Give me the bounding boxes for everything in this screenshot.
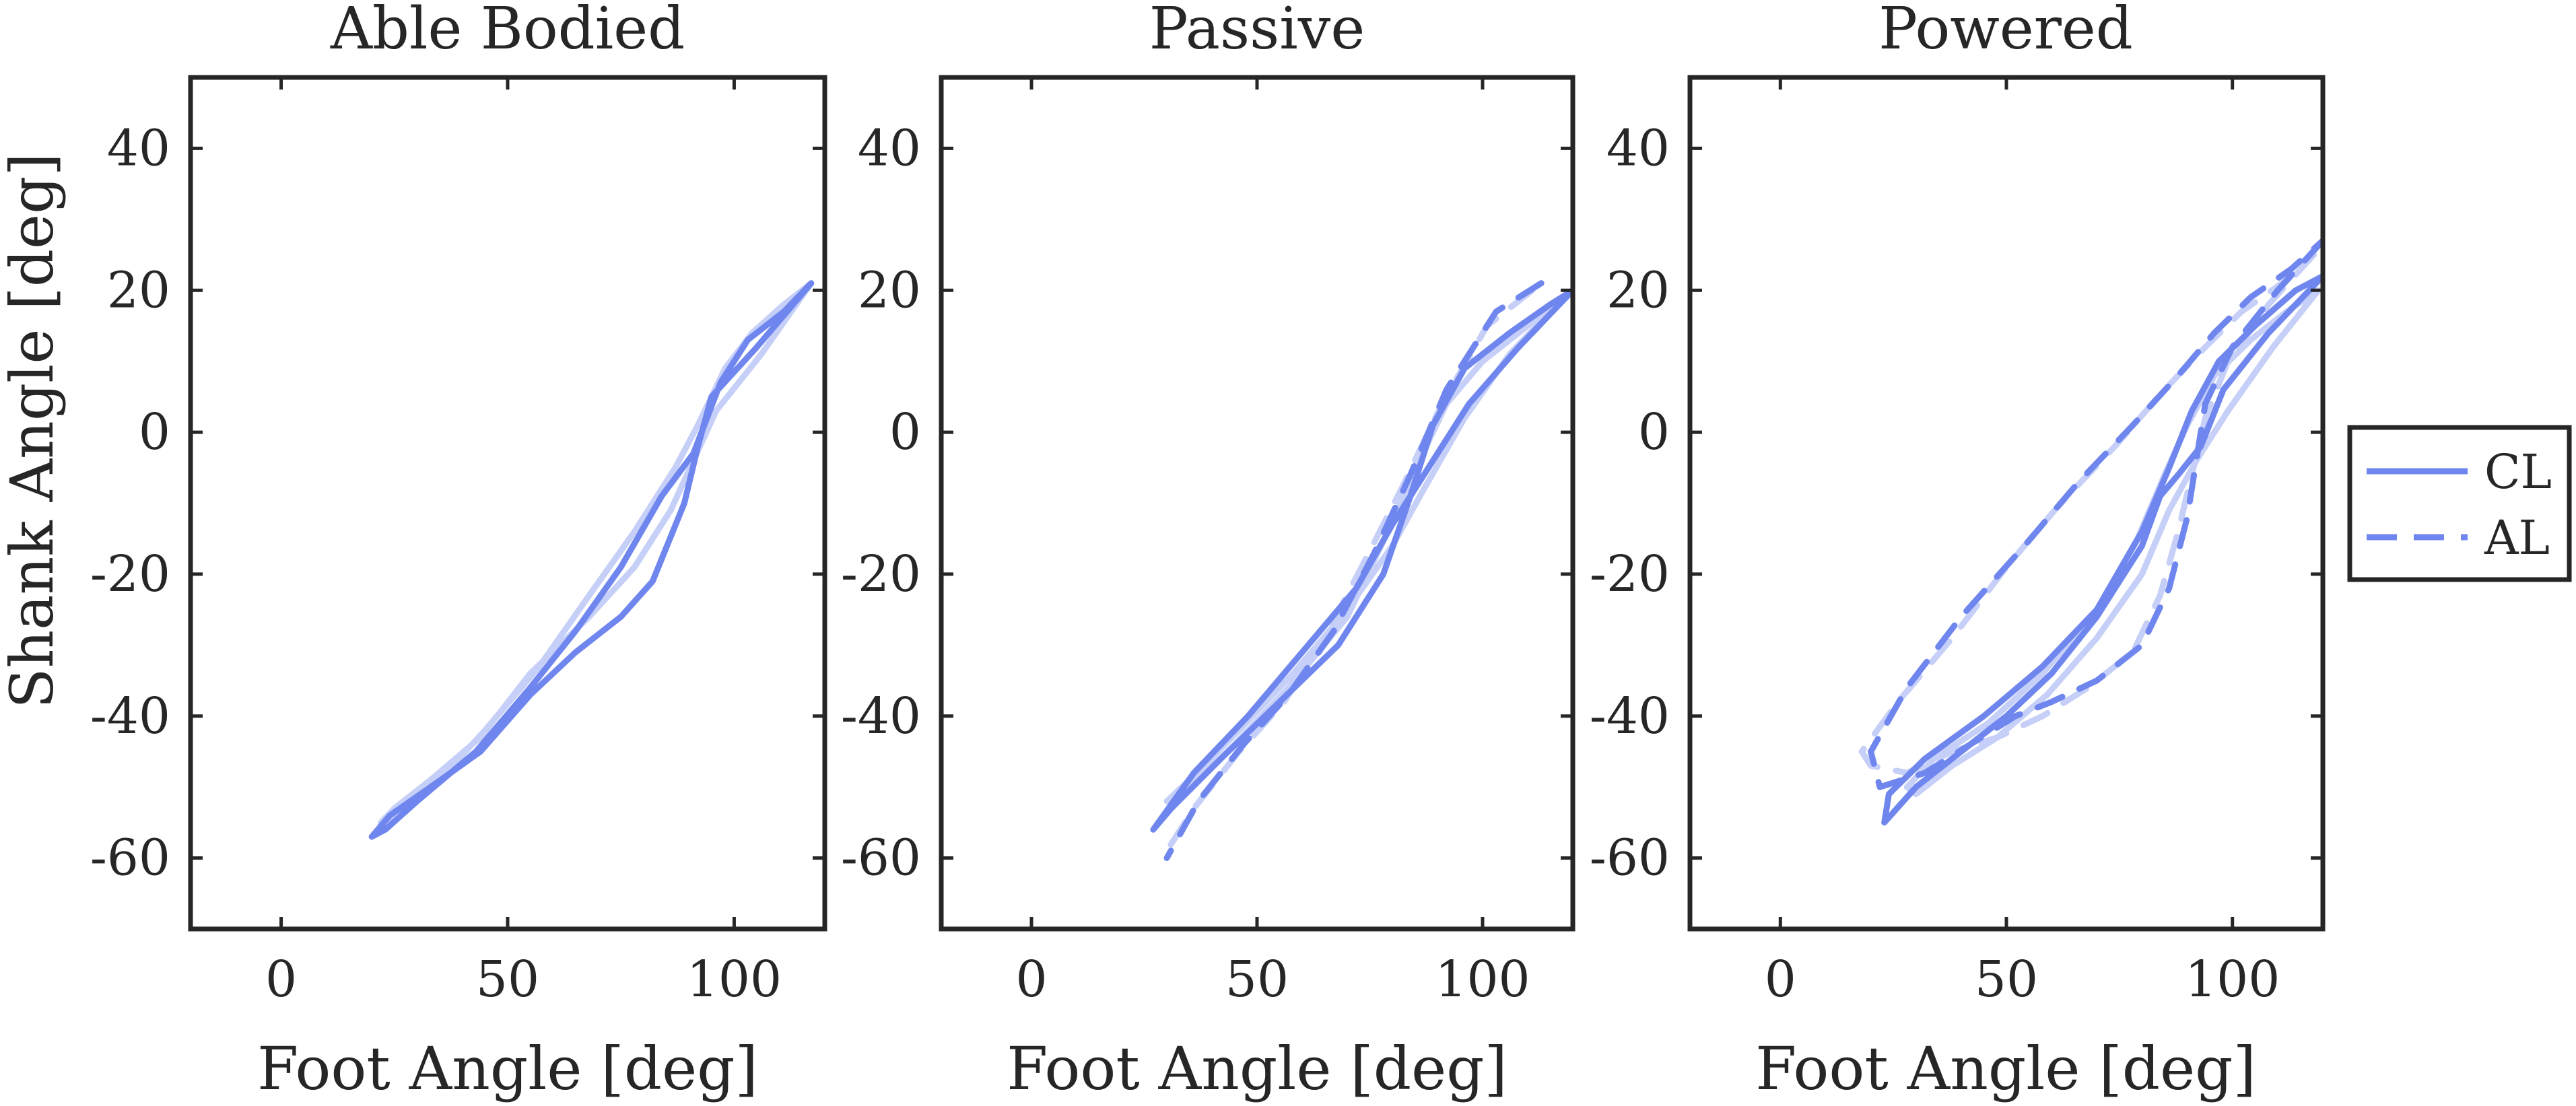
- y-tick-label: -20: [1590, 545, 1670, 603]
- plot-area: 0 50 100 40 20 0 -20 -40 -60: [841, 75, 1575, 1008]
- series-line-cl-light: [1903, 287, 2321, 798]
- series-group: [1858, 238, 2323, 826]
- x-tick-label: 0: [1015, 951, 1047, 1008]
- x-tick-label: 50: [1225, 951, 1289, 1008]
- x-tick-label: 100: [1435, 951, 1530, 1008]
- y-axis-label: Shank Angle [deg]: [0, 153, 67, 709]
- y-tick-label: 20: [107, 261, 170, 319]
- x-tick-label: 0: [265, 951, 297, 1008]
- series-group: [368, 280, 815, 840]
- panel-title: Able Bodied: [330, 0, 685, 63]
- series-line-al-dark: [1868, 238, 2323, 790]
- x-tick-label: 100: [687, 951, 782, 1008]
- series-line-cl-dark: [1881, 273, 2323, 826]
- panel-title: Passive: [1149, 0, 1365, 63]
- series-line-cl-light: [378, 280, 815, 826]
- y-tick-label: 0: [139, 403, 170, 461]
- panel-able-bodied: Able Bodied 0 50 100 40 20 0 -20 -40 -60 Foot An…: [0, 0, 827, 1103]
- series-line-cl-dark: [368, 280, 815, 840]
- y-tick-label: 40: [1606, 119, 1670, 177]
- y-tick-label: -40: [1590, 687, 1670, 745]
- panel-powered: Powered 0 50 100 40 20 0 -20 -40 -60 Foot Angle …: [1590, 0, 2326, 1103]
- axes-frame: [939, 75, 1575, 932]
- legend: CL AL: [2347, 425, 2572, 582]
- y-tick-label: 40: [858, 119, 921, 177]
- legend-label-cl: CL: [2484, 444, 2552, 499]
- series-line-cl-dark: [1150, 287, 1573, 833]
- x-axis-label: Foot Angle [deg]: [1755, 1034, 2256, 1103]
- plot-area: 0 50 100 40 20 0 -20 -40 -60: [90, 75, 827, 1008]
- y-tick-label: -20: [841, 545, 921, 603]
- legend-box: [2347, 425, 2572, 582]
- y-tick-label: 0: [1638, 403, 1670, 461]
- axes-frame: [188, 75, 827, 932]
- y-tick-label: -20: [90, 545, 170, 603]
- x-axis-label: Foot Angle [deg]: [257, 1034, 758, 1103]
- y-tick-label: 0: [889, 403, 921, 461]
- series-line-cl-light: [1163, 294, 1567, 804]
- x-tick-label: 50: [1975, 951, 2038, 1008]
- y-tick-label: 20: [858, 261, 921, 319]
- panel-passive: Passive 0 50 100 40 20 0 -20 -40 -60 Foot Angle …: [841, 0, 1575, 1103]
- series-line-al-dark: [1163, 280, 1545, 862]
- x-tick-label: 50: [476, 951, 539, 1008]
- panel-title: Powered: [1878, 0, 2133, 63]
- axes-frame: [1687, 75, 2326, 932]
- y-tick-label: 40: [107, 119, 170, 177]
- series-line-al-light: [1163, 287, 1536, 854]
- y-tick-label: -60: [1590, 829, 1670, 887]
- x-axis-label: Foot Angle [deg]: [1007, 1034, 1507, 1103]
- x-tick-label: 0: [1765, 951, 1796, 1008]
- series-group: [1150, 280, 1573, 862]
- legend-label-al: AL: [2484, 510, 2550, 565]
- y-tick-label: -40: [90, 687, 170, 745]
- y-tick-label: -60: [90, 829, 170, 887]
- y-tick-label: -60: [841, 829, 921, 887]
- x-tick-label: 100: [2185, 951, 2280, 1008]
- y-tick-label: -40: [841, 687, 921, 745]
- plot-area: 0 50 100 40 20 0 -20 -40 -60: [1590, 75, 2326, 1008]
- y-tick-label: 20: [1606, 261, 1670, 319]
